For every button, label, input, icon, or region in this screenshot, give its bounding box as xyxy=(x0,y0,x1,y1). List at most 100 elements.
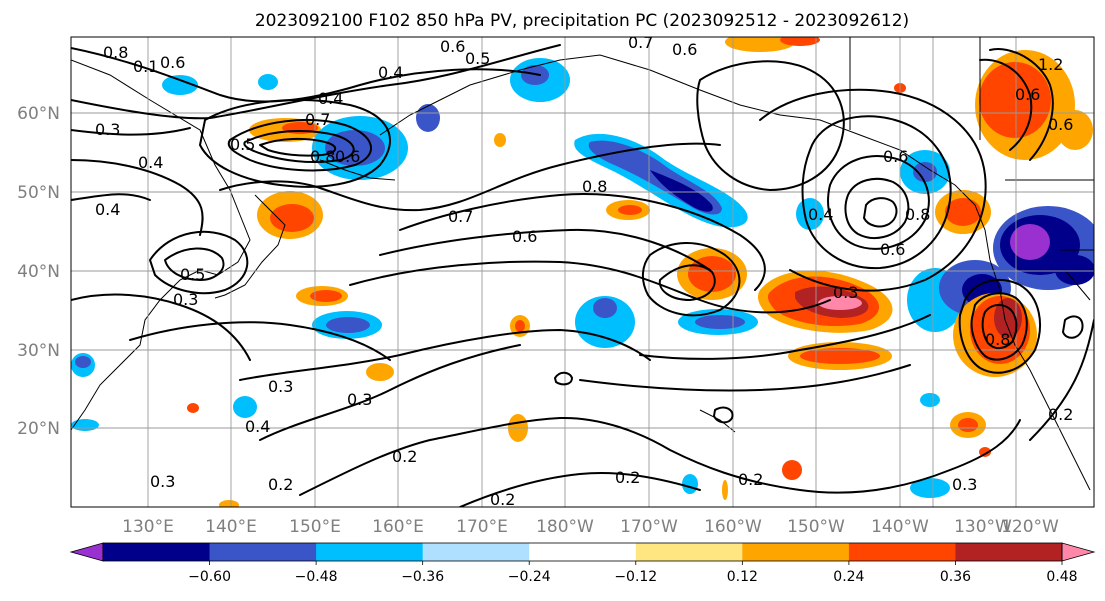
contour-label: 0.5 xyxy=(230,135,255,154)
contour-label: 0.8 xyxy=(103,43,128,62)
contour-label: 0.6 xyxy=(1048,115,1073,134)
contour-label: 0.6 xyxy=(512,227,537,246)
contour-labels: 0.8 0.1 0.6 0.6 0.5 0.7 0.6 0.4 0.3 0.4 … xyxy=(95,33,1073,507)
precip-blob xyxy=(920,393,940,407)
lat-label: 30°N xyxy=(17,341,60,361)
contour-label: 0.4 xyxy=(318,89,343,108)
latitude-labels: 60°N 50°N 40°N 30°N 20°N xyxy=(17,104,60,439)
contour-label: 0.1 xyxy=(133,57,158,76)
colorbar-segment xyxy=(848,543,956,561)
contour-label: 0.6 xyxy=(880,240,905,259)
contour-label: 0.8 xyxy=(905,205,930,224)
precip-blob xyxy=(800,348,880,364)
lon-label: 180°W xyxy=(536,517,594,537)
colorbar-tick-label: 0.12 xyxy=(727,569,758,585)
precip-blob xyxy=(162,75,198,95)
contour-label: 0.4 xyxy=(245,417,270,436)
contour-label: 0.6 xyxy=(1015,85,1040,104)
precip-blob xyxy=(780,37,820,46)
contour-label: 0.2 xyxy=(615,468,640,487)
precip-blob xyxy=(945,198,981,226)
lon-label: 170°W xyxy=(620,517,678,537)
colorbar-tick-label: −0.36 xyxy=(401,569,444,585)
precip-blob xyxy=(366,363,394,381)
precip-blob xyxy=(1055,255,1094,285)
contour-label: 1.2 xyxy=(1038,55,1063,74)
contour-label: 0.6 xyxy=(440,37,465,56)
precip-blob xyxy=(682,474,698,494)
precip-blob xyxy=(593,298,617,318)
lon-label: 130°E xyxy=(122,517,174,537)
precip-blob xyxy=(782,460,802,480)
precip-blob xyxy=(326,317,370,333)
lat-label: 20°N xyxy=(17,419,60,439)
precip-blob xyxy=(979,62,1051,138)
contour-label: 0.3 xyxy=(95,120,120,139)
contour-label: 0.6 xyxy=(335,147,360,166)
precip-blob xyxy=(1010,224,1050,260)
lon-label: 120°W xyxy=(1001,517,1059,537)
precip-blob xyxy=(515,320,525,332)
lon-label: 140°E xyxy=(205,517,257,537)
precip-blob xyxy=(618,205,642,215)
colorbar-tick-label: −0.12 xyxy=(614,569,657,585)
precip-blob xyxy=(270,204,314,232)
colorbar-extend-high xyxy=(1061,542,1096,562)
precip-blob xyxy=(913,162,937,182)
contour-label: 0.4 xyxy=(138,153,163,172)
precip-band xyxy=(650,170,713,212)
colorbar-segment xyxy=(103,543,211,561)
precip-blob xyxy=(958,418,978,432)
colorbar-segment xyxy=(422,543,530,561)
colorbar-segment xyxy=(635,543,743,561)
precip-blob xyxy=(494,133,506,147)
contour-label: 0.2 xyxy=(738,470,763,489)
contour-label: 0.4 xyxy=(808,205,833,224)
contour-label: 0.4 xyxy=(378,63,403,82)
colorbar-tick-label: 0.24 xyxy=(833,569,864,585)
precip-blob xyxy=(979,447,991,457)
contour-label: 0.2 xyxy=(268,475,293,494)
lon-label: 160°W xyxy=(704,517,762,537)
contour-label: 0.3 xyxy=(268,377,293,396)
colorbar-tick-label: −0.60 xyxy=(188,569,231,585)
precip-blob xyxy=(258,74,278,90)
contour-label: 0.7 xyxy=(305,110,330,129)
lat-label: 50°N xyxy=(17,183,60,203)
precip-blob xyxy=(416,104,440,132)
precip-blob xyxy=(233,396,257,418)
lon-label: 150°W xyxy=(787,517,845,537)
precip-blob xyxy=(71,419,99,431)
colorbar: −0.60 −0.48 −0.36 −0.24 −0.12 0.12 0.24 0.36 0.4… xyxy=(69,542,1096,585)
precip-blob xyxy=(695,315,745,329)
lon-label: 150°E xyxy=(289,517,341,537)
contour-label: 0.4 xyxy=(95,200,120,219)
map-title: 2023092100 F102 850 hPa PV, precipitatio… xyxy=(255,11,909,31)
precip-blob xyxy=(722,480,728,500)
colorbar-segment xyxy=(209,543,317,561)
contour-label: 0.6 xyxy=(672,40,697,59)
pv-contours xyxy=(71,44,1094,507)
precip-blob xyxy=(994,298,1022,338)
precip-blob xyxy=(910,478,950,498)
contour-label: 0.8 xyxy=(985,330,1010,349)
lon-label: 140°W xyxy=(871,517,929,537)
longitude-labels: 130°E 140°E 150°E 160°E 170°E 180°W 170°… xyxy=(122,517,1059,537)
colorbar-segment xyxy=(955,543,1063,561)
contour-label: 0.3 xyxy=(347,390,372,409)
contour-label: 0.2 xyxy=(1048,405,1073,424)
contour-label: 0.2 xyxy=(392,447,417,466)
contour-label: 0.7 xyxy=(628,33,653,52)
lon-label: 130°W xyxy=(954,517,1012,537)
lat-label: 40°N xyxy=(17,262,60,282)
contour-label: 0.7 xyxy=(448,207,473,226)
contour-label: 0.8 xyxy=(310,147,335,166)
colorbar-tick-label: 0.48 xyxy=(1046,569,1077,585)
colorbar-segment xyxy=(316,543,424,561)
colorbar-segment xyxy=(529,543,637,561)
lon-label: 160°E xyxy=(372,517,424,537)
contour-label: 0.6 xyxy=(160,53,185,72)
colorbar-tick-label: 0.36 xyxy=(940,569,971,585)
contour-label: 0.8 xyxy=(582,177,607,196)
